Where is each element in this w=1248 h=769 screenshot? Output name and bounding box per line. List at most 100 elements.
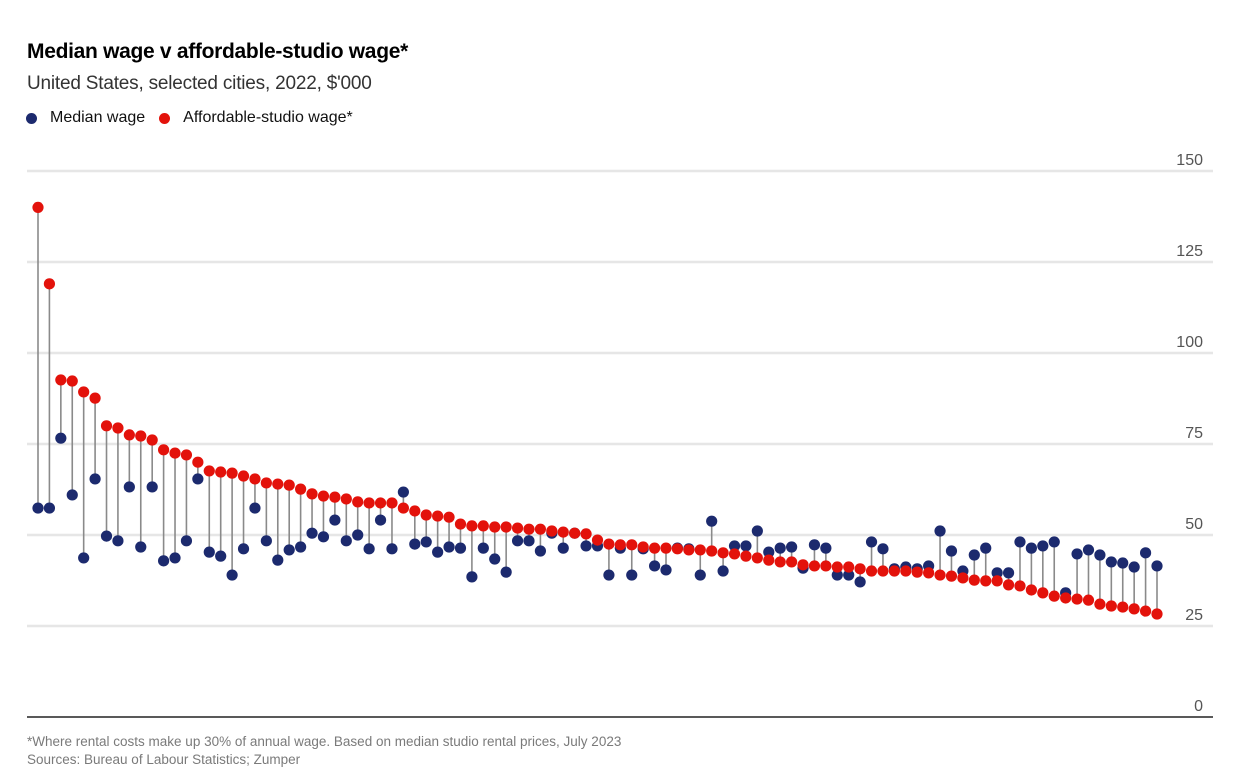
- legend: Median wage Affordable-studio wage*: [26, 109, 367, 127]
- median-wage-point: [694, 569, 706, 581]
- median-wage-point: [1014, 536, 1026, 548]
- affordable-studio-wage-point: [352, 496, 364, 508]
- affordable-studio-wage-point: [523, 523, 535, 535]
- affordable-studio-wage-point: [888, 565, 900, 577]
- affordable-studio-wage-point: [808, 560, 821, 572]
- affordable-studio-wage-point: [660, 542, 672, 554]
- median-wage-point: [78, 552, 90, 564]
- affordable-studio-wage-point: [968, 574, 980, 586]
- y-tick-label: 25: [1185, 607, 1203, 624]
- median-wage-point: [317, 531, 330, 543]
- median-wage-point: [1139, 547, 1152, 559]
- affordable-studio-wage-point: [78, 386, 90, 398]
- median-wage-point: [329, 514, 341, 526]
- median-wage-point: [66, 489, 78, 501]
- affordable-studio-wage-point: [55, 374, 67, 386]
- affordable-studio-wage-point: [854, 563, 866, 575]
- affordable-studio-wage-point: [945, 570, 958, 582]
- y-tick-label: 125: [1176, 243, 1203, 260]
- affordable-studio-wage-point: [272, 478, 284, 490]
- affordable-studio-wage-point: [226, 467, 238, 479]
- median-wage-point: [557, 542, 569, 554]
- median-wage-point: [454, 542, 467, 554]
- median-wage-point: [626, 569, 638, 581]
- median-wage-point: [203, 546, 215, 558]
- affordable-studio-wage-point: [820, 560, 832, 572]
- affordable-studio-wage-point: [603, 538, 615, 550]
- affordable-studio-wage-point: [146, 434, 158, 446]
- median-wage-point: [717, 565, 729, 577]
- median-wage-point: [774, 542, 786, 554]
- median-wage-point: [980, 542, 992, 554]
- affordable-studio-wage-point: [557, 526, 569, 538]
- median-wage-point: [32, 502, 44, 514]
- median-wage-point: [728, 540, 741, 552]
- y-tick-label: 0: [1194, 698, 1203, 715]
- affordable-studio-wage-point: [1128, 603, 1140, 615]
- affordable-studio-wage-point: [1037, 587, 1049, 599]
- median-wage-point: [843, 569, 855, 581]
- affordable-studio-wage-point: [203, 465, 215, 477]
- median-wage-point: [1048, 536, 1060, 548]
- median-wage-point: [648, 560, 661, 572]
- affordable-studio-wage-point: [1002, 579, 1015, 591]
- median-wage-point: [968, 549, 980, 561]
- median-wage-point: [466, 571, 478, 583]
- median-wage-point: [854, 576, 866, 588]
- legend-swatch-affordable-studio-wage: [159, 112, 171, 124]
- median-wage-point: [340, 535, 352, 547]
- median-wage-point: [55, 432, 67, 444]
- median-wage-point: [511, 535, 524, 547]
- affordable-studio-wage-point: [66, 375, 78, 387]
- median-wage-point: [831, 569, 843, 581]
- y-axis-ticks: 0 25 50 75 100 125 150: [1176, 152, 1203, 715]
- affordable-studio-wage-point: [706, 545, 718, 557]
- affordable-studio-wage-point: [237, 470, 250, 482]
- median-wage-point: [432, 546, 444, 558]
- affordable-studio-wage-point: [397, 502, 409, 514]
- affordable-studio-wage-point: [614, 539, 626, 551]
- affordable-studio-wage-point: [1060, 592, 1072, 604]
- affordable-studio-wage-point: [135, 430, 147, 442]
- y-tick-label: 150: [1176, 152, 1203, 169]
- affordable-studio-wage-point: [980, 575, 992, 587]
- affordable-studio-wage-point: [454, 518, 467, 530]
- affordable-studio-wage-point: [1082, 594, 1095, 606]
- median-wage-point: [534, 545, 547, 557]
- median-wage-point: [283, 544, 295, 556]
- median-wage-point: [991, 567, 1003, 579]
- affordable-studio-wage-point: [329, 491, 341, 503]
- affordable-studio-wage-point: [934, 569, 946, 581]
- affordable-studio-wage-point: [694, 544, 706, 556]
- affordable-studio-wage-point: [386, 497, 398, 509]
- affordable-studio-wage-point: [32, 201, 44, 213]
- median-wage-point: [135, 541, 147, 553]
- affordable-studio-wage-point: [717, 547, 729, 559]
- median-wage-point: [146, 481, 158, 493]
- affordable-studio-wage-point: [100, 420, 113, 432]
- affordable-studio-wage-point: [511, 522, 524, 534]
- affordable-studio-wage-point: [774, 556, 786, 568]
- median-wage-point: [374, 514, 387, 526]
- affordable-studio-wage-point: [751, 552, 763, 564]
- affordable-studio-wage-point: [192, 456, 204, 468]
- median-wage-point: [237, 543, 250, 555]
- median-wage-point: [500, 566, 512, 578]
- median-wage-point: [1037, 540, 1049, 552]
- affordable-studio-wage-point: [569, 527, 581, 539]
- affordable-studio-wage-point: [1105, 600, 1117, 612]
- affordable-studio-wage-point: [671, 543, 684, 555]
- affordable-studio-wage-point: [112, 422, 124, 434]
- median-wage-point: [523, 535, 535, 547]
- median-wage-point: [260, 535, 272, 547]
- median-wage-point: [1105, 556, 1117, 568]
- affordable-studio-wage-point: [180, 449, 193, 461]
- legend-item-median-wage: Median wage: [26, 109, 145, 127]
- median-wage-point: [751, 525, 763, 537]
- median-wage-point: [43, 502, 56, 514]
- source-note: Sources: Bureau of Labour Statistics; Zu…: [27, 752, 301, 767]
- affordable-studio-wage-point: [591, 534, 604, 546]
- chart-title: Median wage v affordable-studio wage*: [27, 40, 408, 63]
- affordable-studio-wage-point: [1071, 593, 1083, 605]
- affordable-studio-wage-point: [215, 466, 227, 478]
